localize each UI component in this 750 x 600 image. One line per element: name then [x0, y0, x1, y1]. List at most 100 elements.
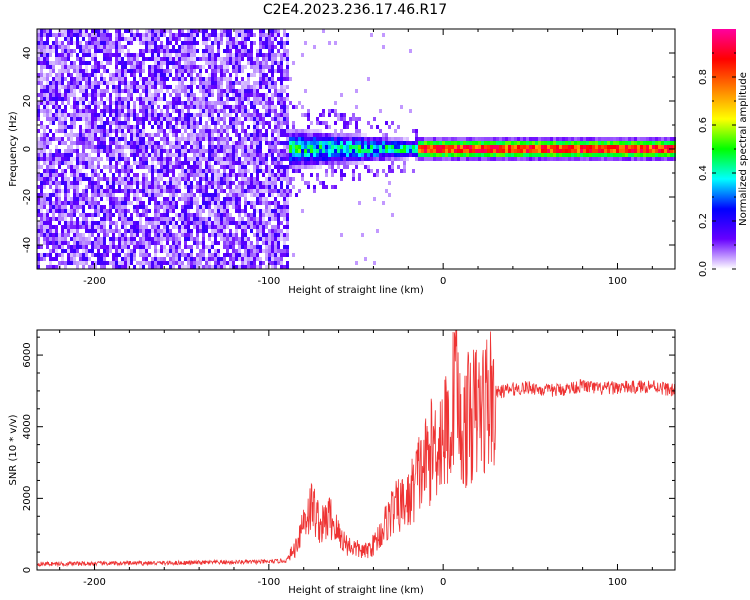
heatmap-cell — [274, 225, 277, 229]
heatmap-cell — [163, 81, 166, 85]
heatmap-cell — [49, 173, 52, 177]
heatmap-cell — [238, 121, 241, 125]
heatmap-cell — [286, 197, 289, 201]
heatmap-cell — [211, 49, 214, 53]
heatmap-cell — [103, 193, 106, 197]
heatmap-cell — [376, 149, 379, 153]
heatmap-cell — [133, 221, 136, 225]
heatmap-cell — [232, 89, 235, 93]
heatmap-cell — [217, 113, 220, 117]
heatmap-cell — [49, 101, 52, 105]
heatmap-cell — [310, 141, 313, 145]
heatmap-cell — [40, 77, 43, 81]
heatmap-cell — [316, 157, 319, 161]
heatmap-cell — [58, 73, 61, 77]
heatmap-cell — [172, 145, 175, 149]
heatmap-cell — [226, 97, 229, 101]
heatmap-cell — [238, 161, 241, 165]
heatmap-cell — [268, 249, 271, 253]
heatmap-cell — [79, 81, 82, 85]
heatmap-cell — [145, 185, 148, 189]
heatmap-cell — [88, 265, 91, 269]
heatmap-cell — [538, 149, 541, 153]
heatmap-cell — [637, 149, 640, 153]
heatmap-cell — [334, 145, 337, 149]
heatmap-cell — [187, 65, 190, 69]
heatmap-cell — [142, 133, 145, 137]
heatmap-cell — [70, 157, 73, 161]
heatmap-cell — [499, 149, 502, 153]
heatmap-cell — [73, 173, 76, 177]
heatmap-cell — [262, 237, 265, 241]
heatmap-cell — [115, 65, 118, 69]
heatmap-cell — [85, 221, 88, 225]
heatmap-cell — [484, 153, 487, 157]
heatmap-cell — [142, 129, 145, 133]
heatmap-cell — [148, 241, 151, 245]
heatmap-cell — [376, 141, 379, 145]
heatmap-cell — [487, 149, 490, 153]
heatmap-cell — [124, 113, 127, 117]
heatmap-cell — [271, 141, 274, 145]
heatmap-cell — [265, 197, 268, 201]
heatmap-cell — [142, 225, 145, 229]
heatmap-cell — [199, 261, 202, 265]
heatmap-cell — [193, 149, 196, 153]
heatmap-cell — [232, 85, 235, 89]
heatmap-cell — [160, 249, 163, 253]
heatmap-cell — [232, 205, 235, 209]
heatmap-cell — [175, 225, 178, 229]
heatmap-cell — [400, 145, 403, 149]
heatmap-cell — [280, 213, 283, 217]
heatmap-cell — [70, 165, 73, 169]
heatmap-cell — [88, 233, 91, 237]
heatmap-cell — [328, 153, 331, 157]
heatmap-cell — [175, 85, 178, 89]
heatmap-cell — [223, 117, 226, 121]
heatmap-cell — [46, 125, 49, 129]
heatmap-cell — [112, 181, 115, 185]
heatmap-cell — [109, 105, 112, 109]
heatmap-cell — [208, 109, 211, 113]
heatmap-cell — [118, 129, 121, 133]
heatmap-cell — [256, 145, 259, 149]
heatmap-cell — [283, 29, 286, 33]
heatmap-cell — [148, 181, 151, 185]
heatmap-cell — [247, 225, 250, 229]
heatmap-cell — [139, 53, 142, 57]
heatmap-cell — [175, 181, 178, 185]
heatmap-cell — [361, 153, 364, 157]
heatmap-cell — [235, 233, 238, 237]
heatmap-cell — [61, 49, 64, 53]
heatmap-cell — [76, 77, 79, 81]
heatmap-cell — [253, 185, 256, 189]
heatmap-cell — [139, 101, 142, 105]
heatmap-cell — [238, 165, 241, 169]
heatmap-cell — [148, 217, 151, 221]
heatmap-cell — [40, 193, 43, 197]
heatmap-cell — [307, 165, 310, 169]
heatmap-cell — [640, 145, 643, 149]
heatmap-cell — [271, 37, 274, 41]
heatmap-cell — [136, 133, 139, 137]
heatmap-cell — [94, 117, 97, 121]
heatmap-cell — [112, 237, 115, 241]
heatmap-cell — [526, 137, 529, 141]
heatmap-cell — [187, 225, 190, 229]
heatmap-cell — [106, 153, 109, 157]
heatmap-cell — [118, 245, 121, 249]
heatmap-cell — [181, 205, 184, 209]
heatmap-cell — [247, 213, 250, 217]
heatmap-cell — [274, 61, 277, 65]
heatmap-cell — [142, 109, 145, 113]
heatmap-cell — [466, 149, 469, 153]
heatmap-cell — [94, 157, 97, 161]
heatmap-cell — [121, 45, 124, 49]
heatmap-cell — [277, 117, 280, 121]
heatmap-cell — [241, 69, 244, 73]
heatmap-cell — [175, 241, 178, 245]
heatmap-cell — [634, 145, 637, 149]
heatmap-cell — [109, 185, 112, 189]
heatmap-cell — [157, 49, 160, 53]
heatmap-cell — [43, 237, 46, 241]
